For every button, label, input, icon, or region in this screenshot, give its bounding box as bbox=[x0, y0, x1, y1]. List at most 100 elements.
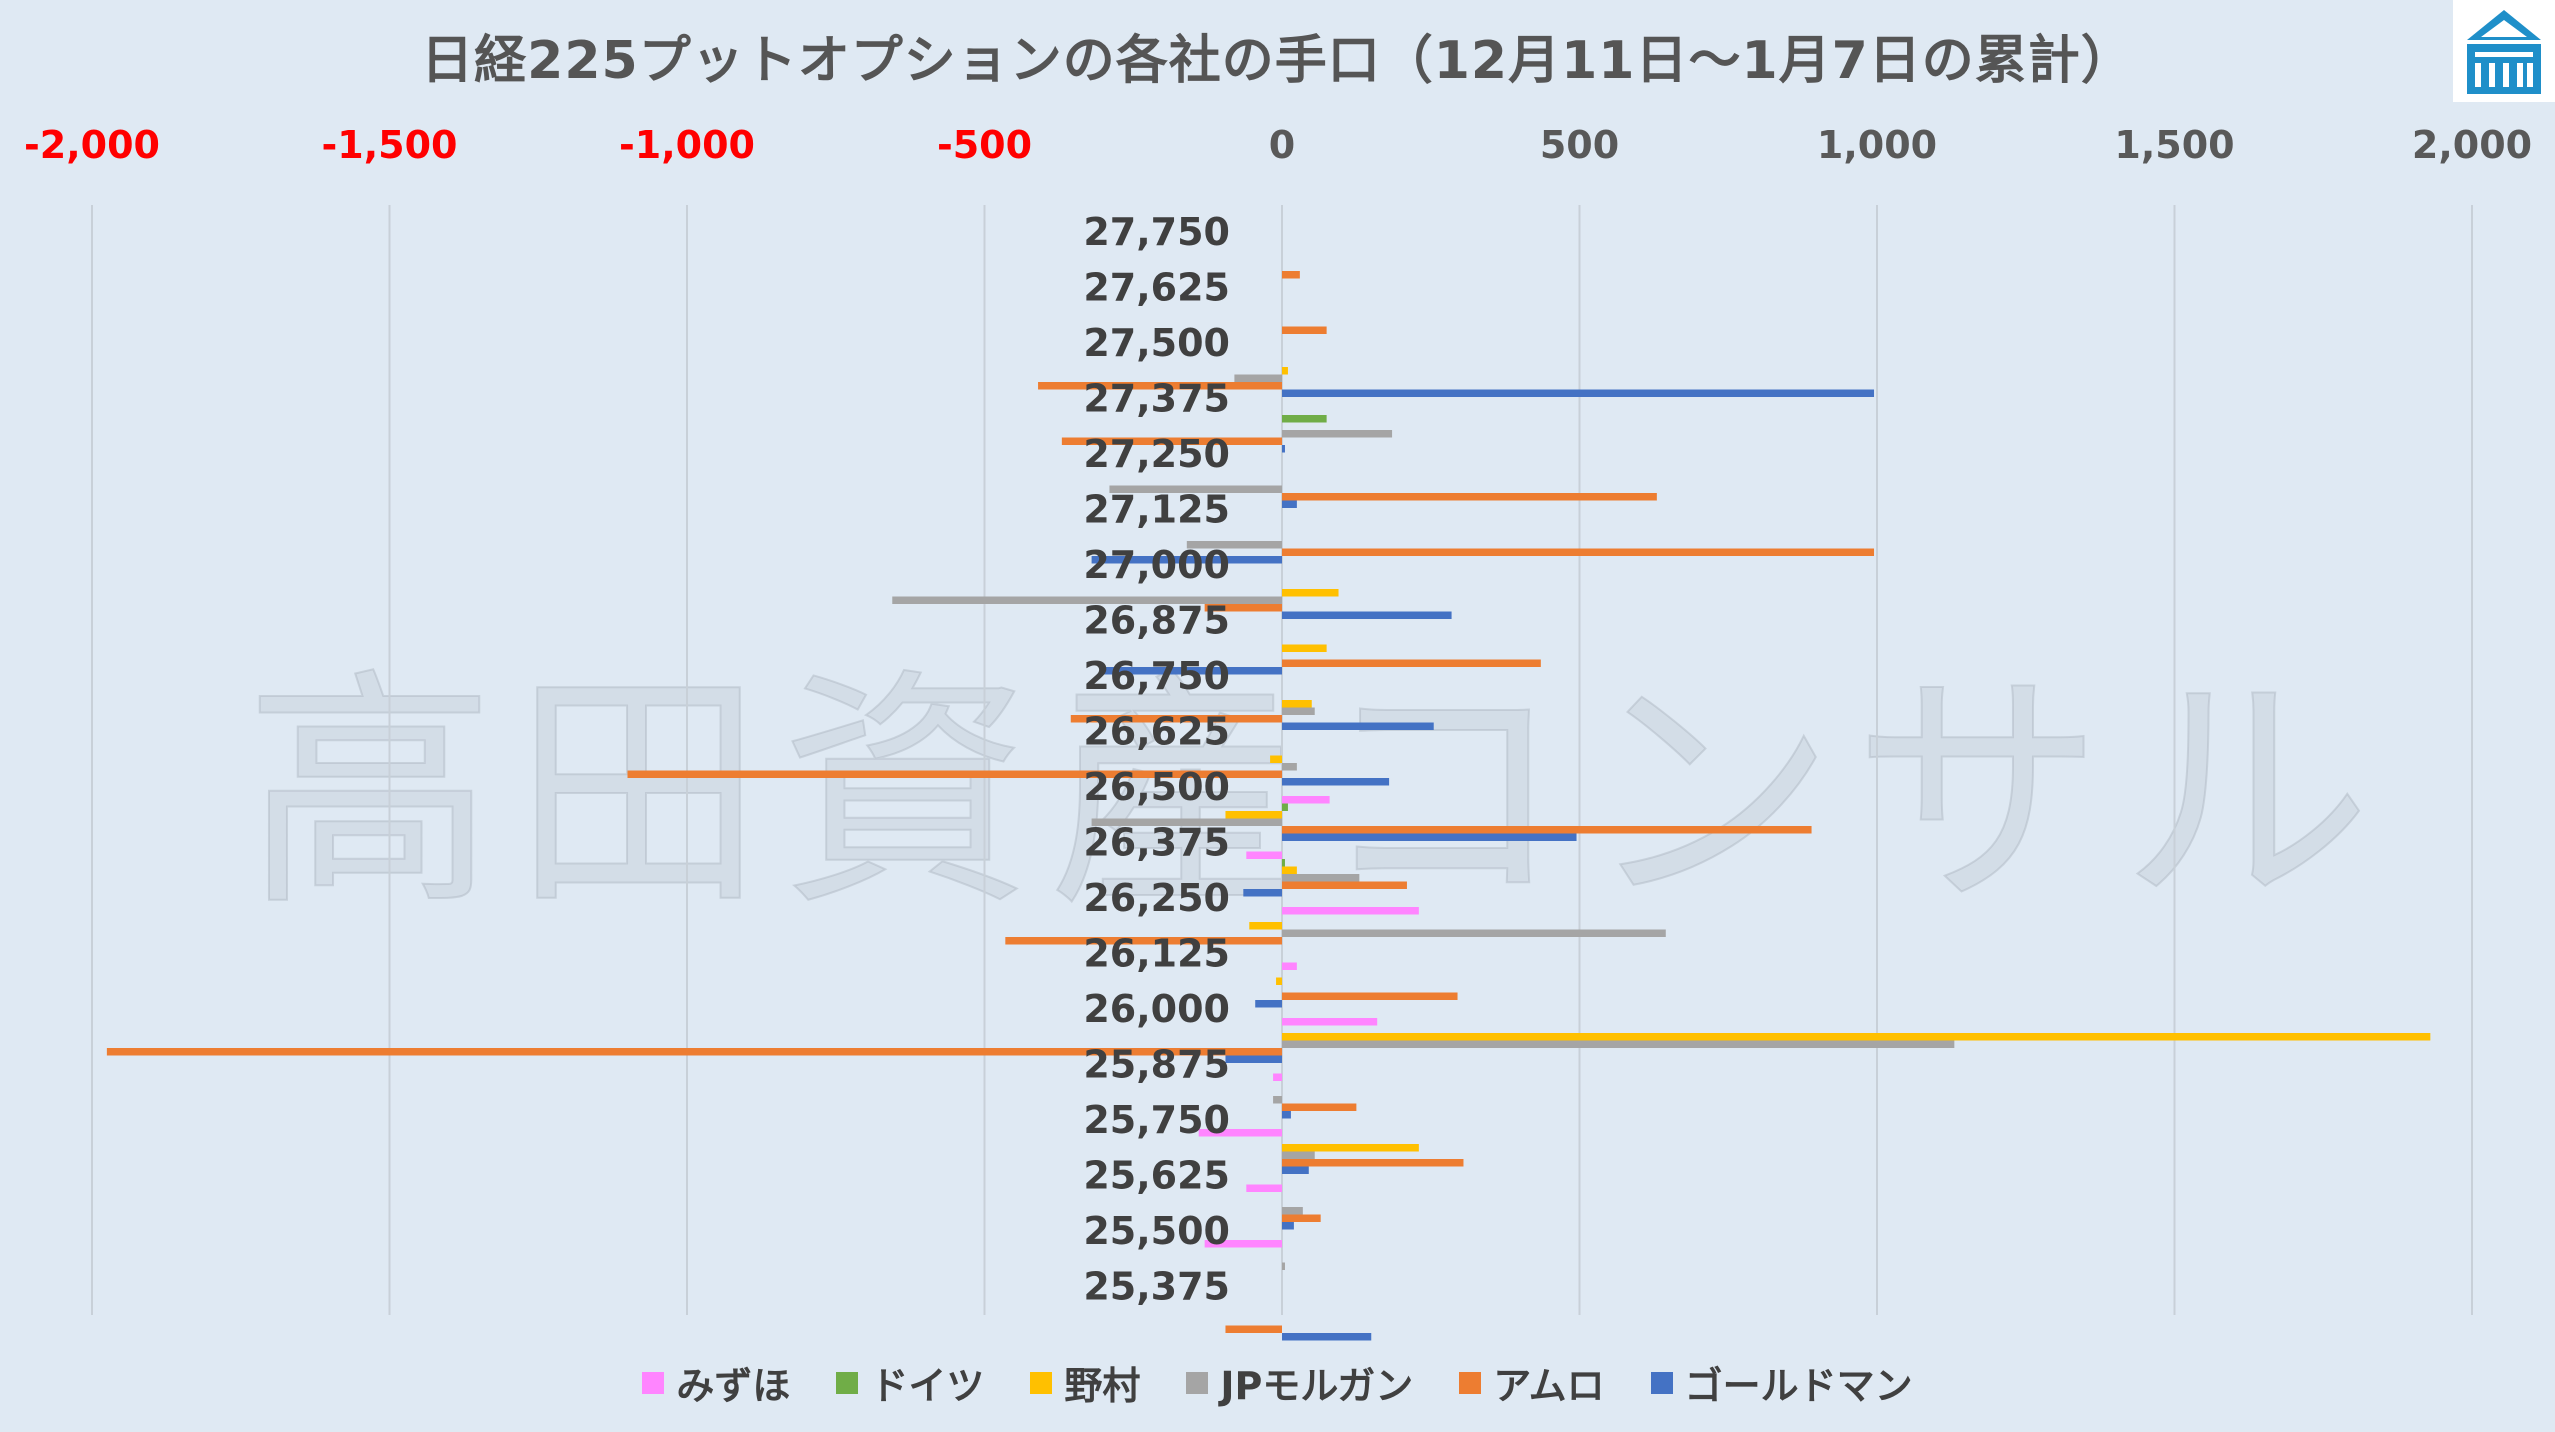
bar bbox=[1246, 851, 1282, 859]
bar bbox=[1282, 962, 1297, 970]
bar bbox=[1282, 1040, 1955, 1048]
bar bbox=[1282, 1151, 1315, 1159]
bar bbox=[1282, 1214, 1321, 1222]
bar bbox=[1282, 611, 1452, 619]
bar bbox=[1282, 1207, 1303, 1215]
bar bbox=[627, 770, 1282, 778]
bar bbox=[1282, 1103, 1357, 1111]
bar bbox=[1282, 1222, 1294, 1230]
bar bbox=[1005, 937, 1282, 945]
category-label: 27,750 bbox=[1083, 210, 1230, 254]
bar bbox=[1282, 367, 1288, 375]
category-label: 26,750 bbox=[1083, 654, 1230, 698]
bar bbox=[1225, 811, 1282, 819]
legend-label: ドイツ bbox=[870, 1364, 985, 1408]
bar bbox=[1282, 1111, 1291, 1119]
category-label: 27,250 bbox=[1083, 432, 1230, 476]
category-label: 25,375 bbox=[1083, 1265, 1230, 1309]
legend-swatch bbox=[1030, 1371, 1053, 1394]
category-label: 27,500 bbox=[1083, 321, 1230, 365]
bar bbox=[1282, 700, 1312, 708]
x-tick-label: -1,000 bbox=[619, 123, 755, 167]
category-label: 25,875 bbox=[1083, 1043, 1230, 1087]
bar bbox=[1282, 493, 1657, 501]
bar bbox=[1282, 929, 1666, 937]
x-tick-label: -2,000 bbox=[24, 123, 160, 167]
legend-label: アムロ bbox=[1493, 1364, 1605, 1408]
bar bbox=[1103, 667, 1282, 675]
bar bbox=[1204, 1240, 1282, 1248]
x-tick-label: 1,500 bbox=[2114, 123, 2234, 167]
bar bbox=[1282, 445, 1285, 453]
x-tick-label: -1,500 bbox=[322, 123, 458, 167]
bar bbox=[1282, 763, 1297, 771]
bar bbox=[1282, 1166, 1309, 1174]
legend-swatch bbox=[1186, 1371, 1209, 1394]
bar bbox=[1276, 977, 1282, 985]
chart-title: 日経225プットオプションの各社の手口（12月11日～1月7日の累計） bbox=[421, 31, 2134, 91]
bar bbox=[1282, 644, 1327, 652]
bar bbox=[1273, 1073, 1282, 1081]
bar bbox=[1282, 859, 1285, 867]
legend-label: ゴールドマン bbox=[1684, 1364, 1913, 1408]
x-tick-label: 1,000 bbox=[1817, 123, 1937, 167]
chart-legend: みずほ ドイツ 野村 JPモルガン アムロ ゴールドマン bbox=[0, 1355, 2555, 1410]
legend-item: みずほ bbox=[642, 1355, 790, 1410]
bar bbox=[1282, 707, 1315, 715]
legend-swatch bbox=[1459, 1371, 1482, 1394]
x-tick-label: 500 bbox=[1540, 123, 1619, 167]
category-label: 26,875 bbox=[1083, 599, 1230, 643]
category-label: 25,500 bbox=[1083, 1209, 1230, 1253]
bar bbox=[1282, 271, 1300, 279]
bar bbox=[1282, 833, 1577, 841]
bar bbox=[1225, 1325, 1282, 1333]
legend-item: 野村 bbox=[1030, 1355, 1140, 1410]
bar bbox=[1282, 500, 1297, 508]
legend-swatch bbox=[642, 1371, 665, 1394]
category-label: 27,375 bbox=[1083, 377, 1230, 421]
bar bbox=[1282, 415, 1327, 423]
bar bbox=[1091, 818, 1282, 826]
bar bbox=[1282, 1333, 1372, 1341]
bar bbox=[1204, 604, 1282, 612]
bar bbox=[1282, 430, 1393, 438]
category-label: 27,625 bbox=[1083, 266, 1230, 310]
category-label: 26,000 bbox=[1083, 987, 1230, 1031]
bar bbox=[1282, 866, 1297, 874]
category-label: 27,000 bbox=[1083, 543, 1230, 587]
bar bbox=[1234, 374, 1282, 382]
bar bbox=[1249, 922, 1282, 930]
category-label: 25,625 bbox=[1083, 1154, 1230, 1198]
bar bbox=[1243, 889, 1282, 897]
bar bbox=[1282, 874, 1360, 882]
bar bbox=[1282, 803, 1288, 811]
bar bbox=[1109, 485, 1282, 493]
bar bbox=[1270, 755, 1282, 763]
bar bbox=[1282, 722, 1434, 730]
category-label: 27,125 bbox=[1083, 488, 1230, 532]
bar bbox=[1091, 556, 1282, 564]
bar bbox=[1282, 826, 1812, 834]
legend-item: ゴールドマン bbox=[1650, 1355, 1913, 1410]
bar bbox=[1255, 1000, 1282, 1008]
bar bbox=[1186, 541, 1282, 549]
bar bbox=[1282, 778, 1390, 786]
bar bbox=[1282, 1159, 1464, 1167]
bar bbox=[1061, 437, 1282, 445]
bar bbox=[1246, 1184, 1282, 1192]
legend-swatch bbox=[1650, 1371, 1673, 1394]
category-label: 26,125 bbox=[1083, 932, 1230, 976]
bar bbox=[1038, 382, 1282, 390]
bar bbox=[1198, 1129, 1282, 1137]
bar bbox=[1282, 389, 1875, 397]
bar bbox=[1225, 1055, 1282, 1063]
legend-label: みずほ bbox=[676, 1364, 791, 1408]
bar bbox=[106, 1048, 1282, 1056]
bar bbox=[1273, 1096, 1282, 1104]
legend-item: アムロ bbox=[1459, 1355, 1605, 1410]
bar bbox=[1282, 1262, 1285, 1270]
x-tick-label: 0 bbox=[1269, 123, 1295, 167]
legend-item: ドイツ bbox=[836, 1355, 984, 1410]
category-label: 26,500 bbox=[1083, 765, 1230, 809]
